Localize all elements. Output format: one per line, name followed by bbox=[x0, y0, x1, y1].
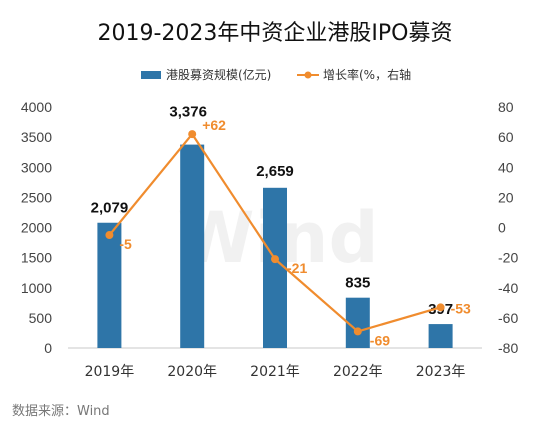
y-left-tick-label: 3000 bbox=[21, 159, 52, 175]
legend-bar-swatch bbox=[141, 71, 161, 79]
y-right-tick-label: 60 bbox=[498, 129, 514, 145]
growth-rate-data-label: -53 bbox=[451, 300, 471, 316]
growth-rate-marker bbox=[353, 327, 362, 336]
y-left-tick-label: 2500 bbox=[21, 189, 52, 205]
y-left-tick-label: 500 bbox=[29, 310, 53, 326]
x-tick-label: 2021年 bbox=[250, 364, 300, 380]
bar bbox=[97, 222, 122, 348]
x-tick-label: 2020年 bbox=[167, 364, 217, 380]
bar bbox=[428, 324, 453, 348]
plot-area: 0 500 1000 1500 2000 2500 3000 3500 4000 -80 -60 -4… bbox=[21, 99, 519, 380]
y-left-tick-label: 0 bbox=[44, 340, 52, 356]
bar-data-label: 835 bbox=[345, 275, 370, 292]
growth-rate-data-label: +62 bbox=[202, 117, 226, 133]
growth-rate-marker bbox=[105, 231, 114, 240]
x-tick-label: 2019年 bbox=[85, 364, 135, 380]
growth-rate-data-label: -21 bbox=[287, 260, 307, 276]
source-note: 数据来源：Wind bbox=[12, 404, 110, 419]
y-right-tick-label: -20 bbox=[498, 250, 518, 266]
legend-line-label: 增长率(%，右轴 bbox=[323, 67, 411, 82]
y-right-tick-label: 80 bbox=[498, 99, 514, 115]
legend: 港股募资规模(亿元) 增长率(%，右轴 bbox=[141, 67, 411, 82]
growth-rate-data-label: -5 bbox=[119, 236, 132, 252]
growth-rate-marker bbox=[188, 130, 197, 139]
legend-line-marker bbox=[304, 71, 312, 79]
growth-rate-marker bbox=[436, 303, 445, 312]
growth-rate-marker bbox=[271, 255, 279, 264]
y-left-tick-label: 4000 bbox=[21, 99, 52, 115]
chart-title: 2019-2023年中资企业港股IPO募资 bbox=[98, 21, 453, 46]
y-left-tick-label: 1000 bbox=[21, 280, 52, 296]
y-left-tick-label: 3500 bbox=[21, 129, 52, 145]
bar bbox=[180, 144, 205, 348]
growth-rate-data-label: -69 bbox=[370, 332, 390, 348]
bar-data-label: 2,079 bbox=[91, 200, 129, 217]
y-right-tick-label: -80 bbox=[498, 340, 518, 356]
bar-data-label: 3,376 bbox=[169, 104, 207, 121]
bar bbox=[263, 187, 287, 348]
y-left-tick-label: 1500 bbox=[21, 250, 52, 266]
y-right-tick-label: 40 bbox=[498, 159, 514, 175]
y-left-tick-label: 2000 bbox=[21, 220, 52, 236]
y-right-tick-label: -40 bbox=[498, 280, 518, 296]
y-right-tick-label: -60 bbox=[498, 310, 518, 326]
x-tick-label: 2022年 bbox=[333, 364, 383, 380]
y-right-tick-label: 20 bbox=[498, 189, 514, 205]
bar bbox=[345, 297, 370, 348]
bar-data-label: 2,659 bbox=[256, 163, 294, 180]
legend-bar-label: 港股募资规模(亿元) bbox=[166, 67, 271, 82]
y-right-tick-label: 0 bbox=[498, 220, 506, 236]
x-tick-label: 2023年 bbox=[416, 364, 466, 380]
